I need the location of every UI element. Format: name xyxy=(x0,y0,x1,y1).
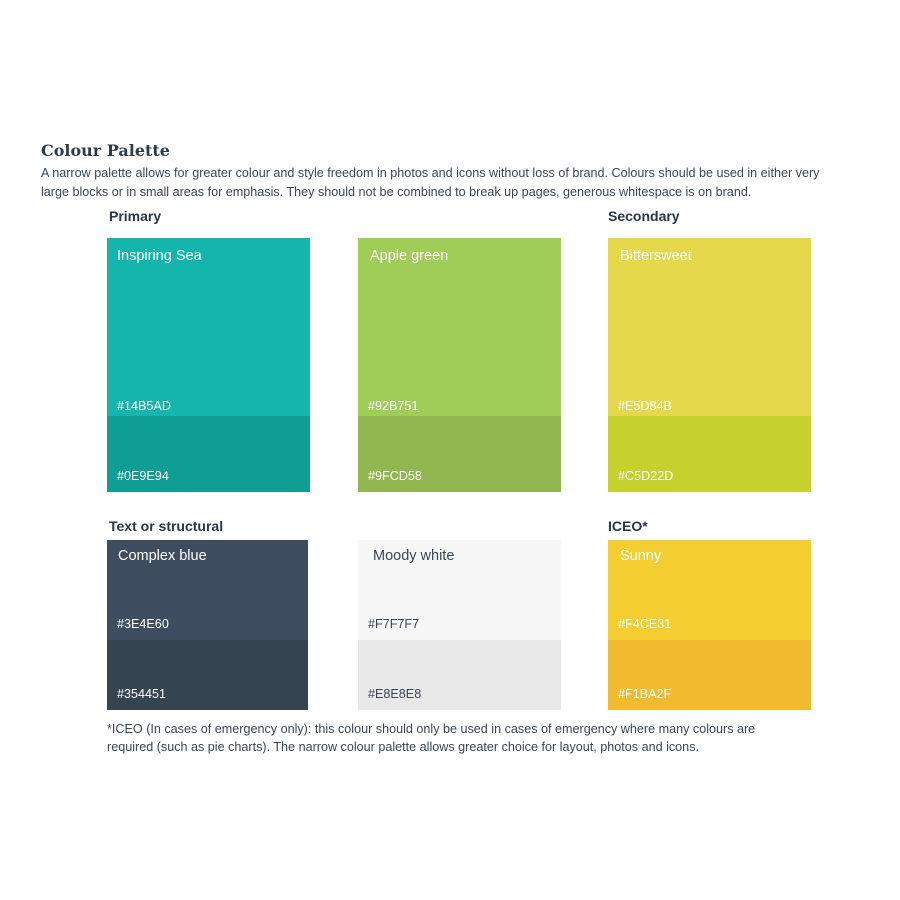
group-label-iceo: ICEO* xyxy=(608,518,648,534)
swatch-main-color: Bittersweet #E5D84B xyxy=(608,238,811,416)
swatch-shade-color: #C5D22D xyxy=(608,416,811,492)
group-label-primary: Primary xyxy=(109,208,162,224)
swatch-shade-hex-code: #354451 xyxy=(117,687,167,701)
swatch-complex-blue: Complex blue #3E4E60 #354451 xyxy=(107,540,308,710)
swatch-shade-hex-code: #F1BA2F xyxy=(618,687,672,701)
swatch-main-color: Apple green #92B751 xyxy=(358,238,561,416)
swatch-name: Complex blue xyxy=(118,548,207,564)
swatch-name: Apple green xyxy=(370,248,449,264)
swatch-shade-hex-code: #C5D22D xyxy=(618,469,674,483)
swatch-hex-code: #3E4E60 xyxy=(117,617,169,631)
group-label-secondary: Secondary xyxy=(608,208,680,224)
swatch-main-color: Inspiring Sea #14B5AD xyxy=(107,238,310,416)
swatch-shade-color: #F1BA2F xyxy=(608,640,811,710)
swatch-shade-color: #354451 xyxy=(107,640,308,710)
swatch-bittersweet: Bittersweet #E5D84B #C5D22D xyxy=(608,238,811,492)
intro-line-1: A narrow palette allows for greater colo… xyxy=(41,166,820,180)
swatch-hex-code: #F4CE31 xyxy=(618,617,672,631)
footnote: *ICEO (In cases of emergency only): this… xyxy=(107,720,887,756)
swatch-shade-color: #9FCD58 xyxy=(358,416,561,492)
swatch-apple-green: Apple green #92B751 #9FCD58 xyxy=(358,238,561,492)
swatch-moody-white: Moody white #F7F7F7 #E8E8E8 xyxy=(358,540,561,710)
intro-text: A narrow palette allows for greater colo… xyxy=(41,164,891,202)
intro-line-2: large blocks or in small areas for empha… xyxy=(41,185,752,199)
swatch-hex-code: #E5D84B xyxy=(618,399,672,413)
swatch-hex-code: #92B751 xyxy=(368,399,419,413)
swatch-shade-color: #E8E8E8 xyxy=(358,640,561,710)
swatch-main-color: Moody white #F7F7F7 xyxy=(358,540,561,640)
footnote-line-2: required (such as pie charts). The narro… xyxy=(107,740,699,754)
swatch-name: Bittersweet xyxy=(620,248,692,264)
swatch-inspiring-sea: Inspiring Sea #14B5AD #0E9E94 xyxy=(107,238,310,492)
group-label-text-structural: Text or structural xyxy=(109,518,224,534)
page-title: Colour Palette xyxy=(41,141,170,160)
footnote-line-1: *ICEO (In cases of emergency only): this… xyxy=(107,722,756,736)
swatch-main-color: Sunny #F4CE31 xyxy=(608,540,811,640)
swatch-shade-hex-code: #E8E8E8 xyxy=(368,687,422,701)
swatch-shade-color: #0E9E94 xyxy=(107,416,310,492)
swatch-name: Sunny xyxy=(620,548,662,564)
swatch-shade-hex-code: #9FCD58 xyxy=(368,469,422,483)
swatch-shade-hex-code: #0E9E94 xyxy=(117,469,169,483)
swatch-sunny: Sunny #F4CE31 #F1BA2F xyxy=(608,540,811,710)
swatch-name: Inspiring Sea xyxy=(117,248,202,264)
swatch-main-color: Complex blue #3E4E60 xyxy=(107,540,308,640)
swatch-name: Moody white xyxy=(373,548,455,564)
swatch-hex-code: #F7F7F7 xyxy=(368,617,420,631)
swatch-hex-code: #14B5AD xyxy=(117,399,171,413)
